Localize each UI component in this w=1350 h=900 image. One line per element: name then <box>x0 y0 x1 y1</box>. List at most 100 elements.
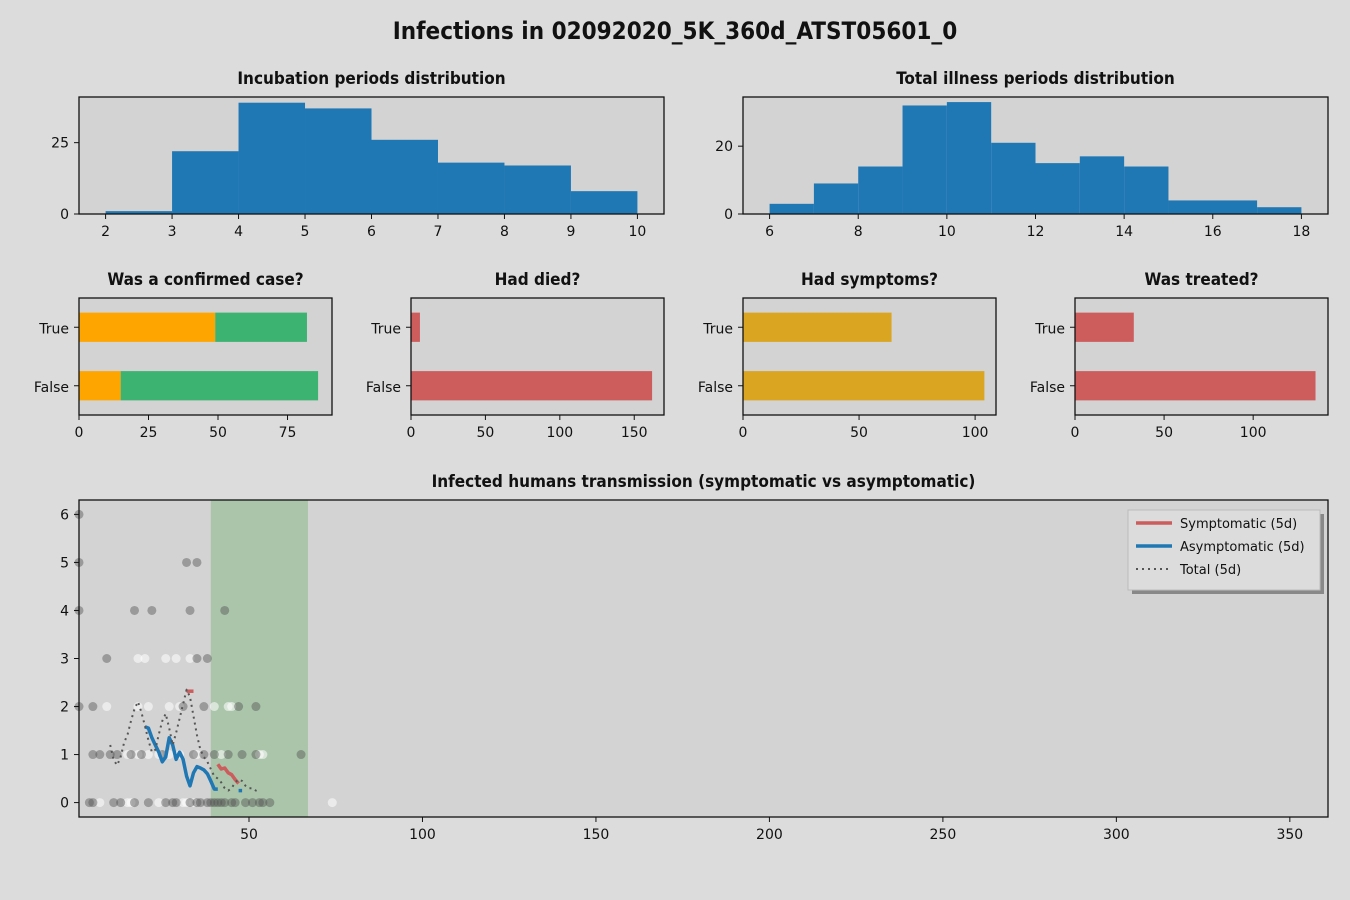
transmission-point-symptomatic <box>216 750 226 760</box>
transmission-point-asymptomatic <box>220 798 230 808</box>
transmission-point-asymptomatic <box>234 702 244 712</box>
transmission-ytick-label: 5 <box>60 555 69 571</box>
illness-xtick-label: 6 <box>765 224 774 240</box>
transmission-point-asymptomatic <box>161 798 171 808</box>
confirmed-bar-true <box>79 312 216 342</box>
died-panel: Had died? 0 50 100 150 True False <box>366 270 665 441</box>
illness-bar <box>946 102 992 214</box>
transmission-point-asymptomatic <box>136 750 146 760</box>
died-title: Had died? <box>495 270 581 290</box>
incubation-xtick-label: 2 <box>101 224 110 240</box>
incubation-xtick-label: 5 <box>301 224 310 240</box>
transmission-point-asymptomatic <box>168 798 178 808</box>
transmission-point-asymptomatic <box>251 750 261 760</box>
transmission-point-asymptomatic <box>88 702 98 712</box>
confirmed-bar-false <box>120 371 319 401</box>
incubation-title: Incubation periods distribution <box>237 69 505 89</box>
illness-xtick-label: 8 <box>854 224 863 240</box>
incubation-bar <box>371 139 438 214</box>
incubation-panel: Incubation periods distribution 2 3 4 5 6 7 8 9 1… <box>51 69 665 240</box>
incubation-bar <box>437 162 505 214</box>
symptoms-axes-frame <box>742 297 997 416</box>
transmission-point-symptomatic <box>154 798 164 808</box>
figure-title: Infections in 02092020_5K_360d_ATST05601… <box>393 17 957 45</box>
transmission-point-asymptomatic <box>206 798 216 808</box>
transmission-point-symptomatic <box>182 798 192 808</box>
transmission-point-asymptomatic <box>247 798 257 808</box>
transmission-point-asymptomatic <box>116 798 126 808</box>
transmission-point-symptomatic <box>126 798 136 808</box>
confirmed-xtick-label: 75 <box>279 425 297 441</box>
died-bar-false <box>411 371 653 401</box>
transmission-legend-label: Symptomatic (5d) <box>1180 517 1297 532</box>
illness-ytick-label: 0 <box>724 207 733 223</box>
incubation-xtick-label: 6 <box>367 224 376 240</box>
transmission-point-asymptomatic <box>216 798 226 808</box>
transmission-series-line-1 <box>144 725 218 791</box>
transmission-point-asymptomatic <box>109 798 119 808</box>
transmission-series-line-2 <box>109 688 260 792</box>
treated-title: Was treated? <box>1144 270 1258 290</box>
died-xtick-label: 0 <box>407 425 416 441</box>
treated-xtick-label: 100 <box>1240 425 1267 441</box>
incubation-bar <box>105 211 173 214</box>
illness-bar <box>1079 156 1125 214</box>
died-category-label: False <box>366 380 401 396</box>
transmission-point-asymptomatic <box>84 798 94 808</box>
transmission-xtick-label: 100 <box>409 827 436 843</box>
transmission-ytick-label: 6 <box>60 507 69 523</box>
transmission-xtick-label: 250 <box>930 827 957 843</box>
transmission-point-symptomatic <box>327 798 337 808</box>
symptoms-category-label: False <box>698 380 733 396</box>
incubation-xtick-label: 7 <box>434 224 443 240</box>
illness-bar <box>858 166 903 214</box>
transmission-point-asymptomatic <box>296 750 306 760</box>
transmission-point-symptomatic <box>161 654 171 663</box>
transmission-title: Infected humans transmission (symptomati… <box>432 472 976 492</box>
transmission-legend: Symptomatic (5d) Asymptomatic (5d) Total (… <box>1127 509 1324 594</box>
transmission-xtick-label: 200 <box>756 827 783 843</box>
charts-layer: Incubation periods distribution 2 3 4 5 6 7 8 9 1… <box>34 69 1329 843</box>
died-xtick-label: 50 <box>476 425 494 441</box>
symptoms-xtick-label: 0 <box>739 425 748 441</box>
transmission-xtick-label: 150 <box>583 827 610 843</box>
transmission-point-asymptomatic <box>188 750 198 760</box>
confirmed-category-label: True <box>38 321 69 337</box>
transmission-point-symptomatic <box>185 654 195 663</box>
transmission-point-symptomatic <box>227 702 237 712</box>
transmission-point-asymptomatic <box>130 605 140 615</box>
illness-bar <box>1168 200 1258 214</box>
incubation-bar <box>504 165 571 214</box>
confirmed-axes-frame <box>78 297 333 416</box>
transmission-point-symptomatic <box>164 702 174 712</box>
transmission-point-asymptomatic <box>202 654 212 663</box>
transmission-point-asymptomatic <box>265 798 275 808</box>
transmission-point-asymptomatic <box>126 750 136 760</box>
transmission-point-asymptomatic <box>223 750 233 760</box>
transmission-point-asymptomatic <box>241 798 251 808</box>
died-xtick-label: 150 <box>621 425 648 441</box>
died-category-label: True <box>370 321 401 337</box>
incubation-ytick-label: 25 <box>51 136 69 152</box>
transmission-point-asymptomatic <box>258 798 268 808</box>
incubation-bar <box>305 108 372 214</box>
illness-panel: Total illness periods distribution 6 8 10 12… <box>715 69 1329 240</box>
transmission-ytick-label: 2 <box>60 700 69 716</box>
confirmed-panel: Was a confirmed case? 0 25 50 75 True False <box>34 270 333 441</box>
illness-bar <box>1035 163 1080 214</box>
transmission-point-symptomatic <box>143 702 153 712</box>
transmission-xtick-label: 50 <box>240 827 258 843</box>
transmission-point-asymptomatic <box>88 798 98 808</box>
transmission-point-asymptomatic <box>178 702 188 712</box>
symptoms-bar-true <box>743 312 892 342</box>
incubation-xtick-label: 9 <box>566 224 575 240</box>
symptoms-title: Had symptoms? <box>801 270 938 290</box>
illness-bar <box>813 183 859 214</box>
confirmed-bar-false <box>79 371 121 401</box>
transmission-ytick-label: 0 <box>60 796 69 812</box>
transmission-point-asymptomatic <box>192 798 202 808</box>
confirmed-xtick-label: 25 <box>140 425 158 441</box>
illness-xtick-label: 16 <box>1204 224 1222 240</box>
incubation-bar <box>238 102 306 214</box>
